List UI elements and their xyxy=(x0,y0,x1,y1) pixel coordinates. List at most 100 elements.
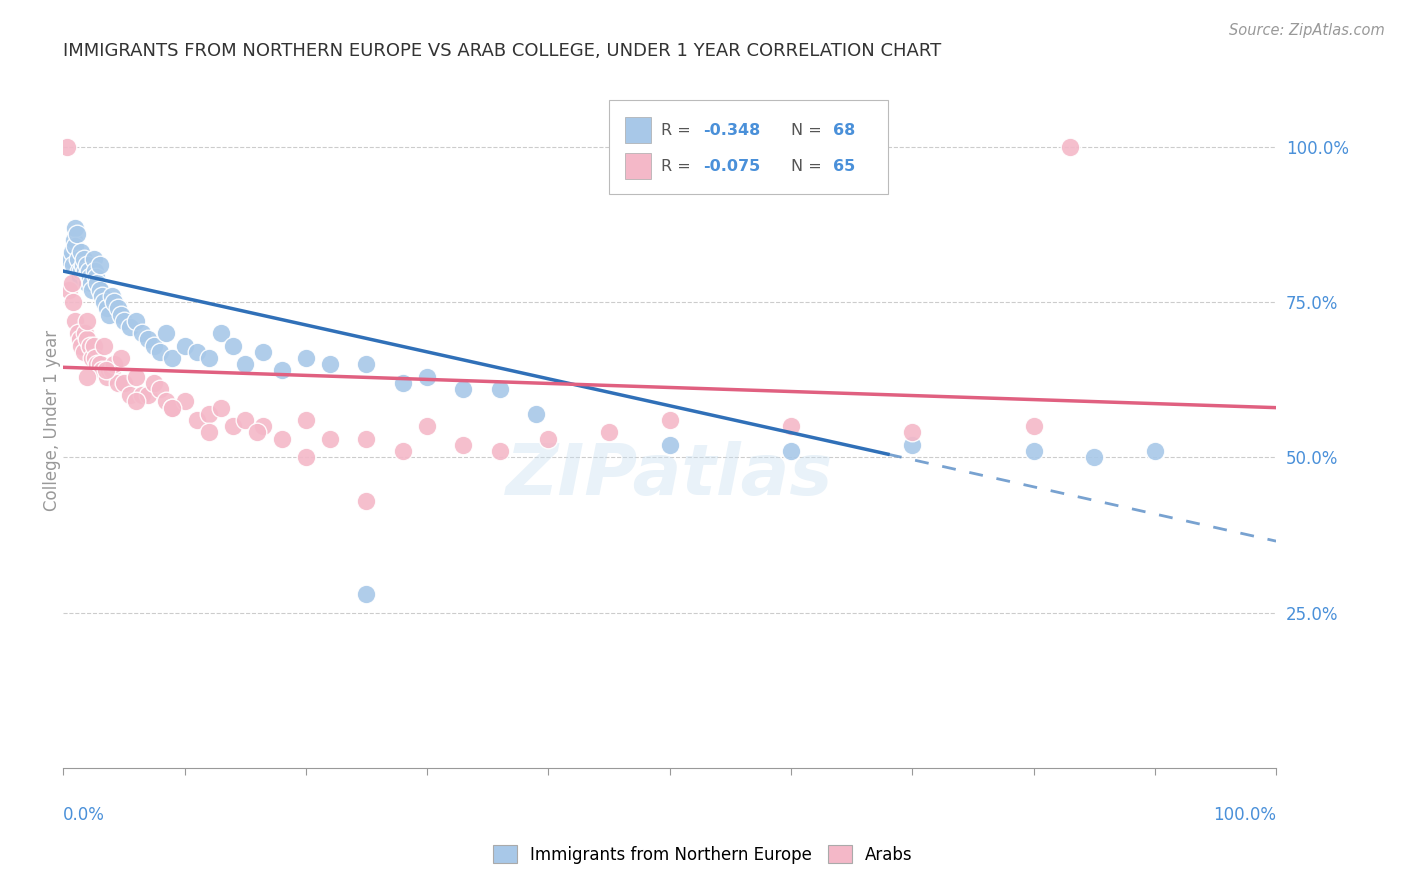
Point xyxy=(112,314,135,328)
Point xyxy=(197,351,219,365)
Point xyxy=(294,413,316,427)
Point xyxy=(62,258,84,272)
Point xyxy=(56,140,79,154)
Point xyxy=(155,326,177,340)
Point xyxy=(67,264,90,278)
Point xyxy=(73,326,96,340)
Point xyxy=(76,332,98,346)
Point xyxy=(658,413,681,427)
Point xyxy=(89,283,111,297)
Point xyxy=(63,233,86,247)
Point xyxy=(356,587,378,601)
Point xyxy=(149,344,172,359)
Point xyxy=(780,419,803,434)
Point xyxy=(270,363,292,377)
Legend: Immigrants from Northern Europe, Arabs: Immigrants from Northern Europe, Arabs xyxy=(486,838,920,871)
Point xyxy=(91,289,114,303)
Point xyxy=(149,382,172,396)
Text: IMMIGRANTS FROM NORTHERN EUROPE VS ARAB COLLEGE, UNDER 1 YEAR CORRELATION CHART: IMMIGRANTS FROM NORTHERN EUROPE VS ARAB … xyxy=(63,42,942,60)
Point xyxy=(186,413,208,427)
Point xyxy=(1083,450,1105,465)
Point xyxy=(83,338,105,352)
Point xyxy=(69,332,91,346)
Point xyxy=(65,220,87,235)
Point xyxy=(96,369,118,384)
Point xyxy=(780,444,803,458)
Point xyxy=(65,227,87,241)
Point xyxy=(658,438,681,452)
Point xyxy=(416,419,439,434)
Point xyxy=(82,283,104,297)
Text: 68: 68 xyxy=(834,122,856,137)
Point xyxy=(136,332,159,346)
Point xyxy=(80,277,103,291)
Point xyxy=(416,369,439,384)
Point xyxy=(66,326,89,340)
Point xyxy=(86,277,108,291)
Point xyxy=(270,432,292,446)
Point xyxy=(1059,140,1081,154)
Point xyxy=(60,277,83,291)
Point xyxy=(1143,444,1166,458)
Point xyxy=(453,438,475,452)
Point xyxy=(392,444,415,458)
Point xyxy=(82,351,104,365)
Point xyxy=(77,264,100,278)
Point xyxy=(60,245,83,260)
FancyBboxPatch shape xyxy=(624,117,651,144)
Point xyxy=(901,438,924,452)
Point xyxy=(100,289,122,303)
Point xyxy=(79,270,101,285)
Point xyxy=(65,314,87,328)
Point xyxy=(98,363,121,377)
Point xyxy=(319,432,342,446)
Point xyxy=(112,376,135,390)
Point xyxy=(107,301,129,316)
Point xyxy=(222,338,245,352)
Text: ZIPatlas: ZIPatlas xyxy=(506,442,834,510)
Point xyxy=(66,252,89,266)
Text: 100.0%: 100.0% xyxy=(1213,806,1277,824)
Point xyxy=(83,351,105,365)
Point xyxy=(131,326,153,340)
Point xyxy=(162,401,184,415)
Point xyxy=(197,407,219,421)
Point xyxy=(76,258,98,272)
Text: Source: ZipAtlas.com: Source: ZipAtlas.com xyxy=(1229,23,1385,38)
Point xyxy=(173,394,195,409)
Point xyxy=(209,401,232,415)
Point xyxy=(89,357,111,371)
Point xyxy=(110,351,132,365)
Point xyxy=(186,344,208,359)
Point xyxy=(118,320,141,334)
Point xyxy=(143,338,166,352)
Point xyxy=(70,338,93,352)
Text: 0.0%: 0.0% xyxy=(63,806,105,824)
Point xyxy=(252,344,274,359)
Text: 65: 65 xyxy=(834,159,856,174)
Point xyxy=(86,357,108,371)
Point xyxy=(356,493,378,508)
Point xyxy=(125,314,148,328)
Text: R =: R = xyxy=(661,122,696,137)
Point xyxy=(118,388,141,402)
Point xyxy=(96,301,118,316)
Point xyxy=(100,363,122,377)
Point xyxy=(162,351,184,365)
Point xyxy=(93,295,115,310)
Point xyxy=(65,239,87,253)
Point xyxy=(75,270,97,285)
Text: -0.075: -0.075 xyxy=(703,159,761,174)
Point xyxy=(91,363,114,377)
Point xyxy=(319,357,342,371)
Point xyxy=(73,264,96,278)
Point xyxy=(1022,419,1045,434)
Text: R =: R = xyxy=(661,159,696,174)
Point xyxy=(246,425,269,440)
Point xyxy=(136,388,159,402)
Text: -0.348: -0.348 xyxy=(703,122,761,137)
Point xyxy=(103,295,125,310)
Point xyxy=(83,264,105,278)
Point xyxy=(76,277,98,291)
Point xyxy=(125,369,148,384)
